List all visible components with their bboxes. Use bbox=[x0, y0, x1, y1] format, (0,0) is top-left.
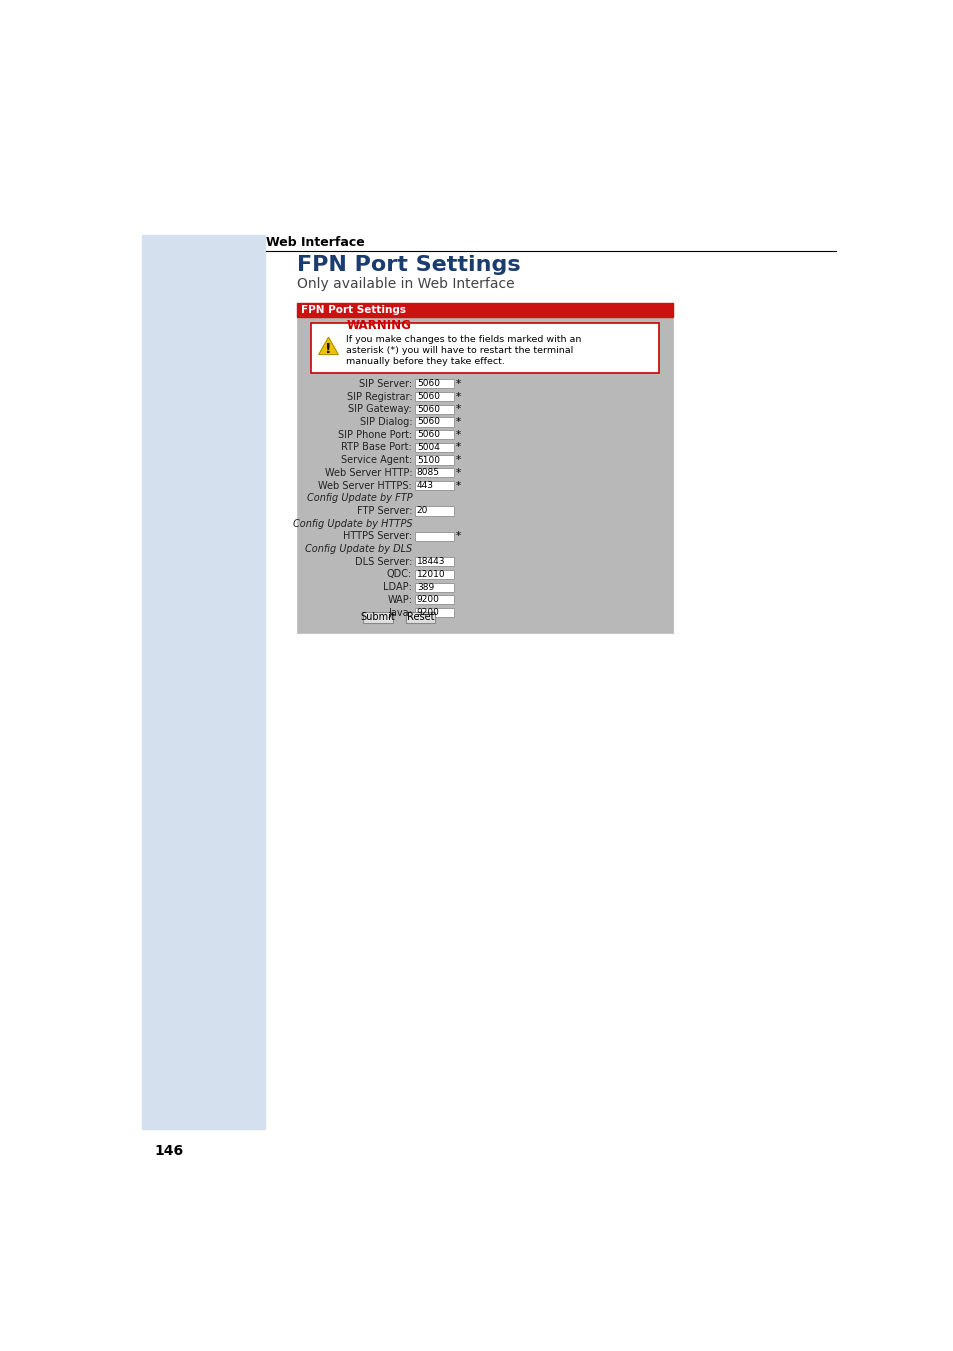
Text: 389: 389 bbox=[416, 582, 434, 592]
Text: *: * bbox=[456, 467, 460, 478]
Text: *: * bbox=[456, 430, 460, 439]
Bar bbox=[415, 557, 454, 566]
Text: Java:: Java: bbox=[388, 608, 412, 617]
Bar bbox=[415, 430, 454, 439]
Text: Config Update by HTTPS: Config Update by HTTPS bbox=[293, 519, 412, 528]
Bar bbox=[415, 405, 454, 413]
Text: If you make changes to the fields marked with an
asterisk (*) you will have to r: If you make changes to the fields marked… bbox=[346, 335, 581, 366]
Text: *: * bbox=[456, 378, 460, 389]
Text: 146: 146 bbox=[154, 1144, 183, 1158]
Text: Only available in Web Interface: Only available in Web Interface bbox=[297, 277, 515, 292]
Bar bbox=[297, 303, 673, 632]
Text: Reset: Reset bbox=[407, 612, 434, 623]
Text: 5100: 5100 bbox=[416, 455, 439, 465]
Text: *: * bbox=[456, 404, 460, 415]
Text: RTP Base Port:: RTP Base Port: bbox=[341, 442, 412, 453]
Text: Web Interface: Web Interface bbox=[266, 236, 365, 249]
Text: Web Server HTTP:: Web Server HTTP: bbox=[324, 467, 412, 478]
Bar bbox=[297, 303, 673, 317]
Bar bbox=[415, 455, 454, 465]
Text: *: * bbox=[456, 442, 460, 453]
Text: SIP Server:: SIP Server: bbox=[358, 378, 412, 389]
Text: 5060: 5060 bbox=[416, 430, 439, 439]
Text: *: * bbox=[456, 392, 460, 401]
Bar bbox=[415, 443, 454, 453]
Bar bbox=[415, 392, 454, 401]
Text: FPN Port Settings: FPN Port Settings bbox=[301, 305, 406, 315]
Text: 5060: 5060 bbox=[416, 417, 439, 427]
Bar bbox=[415, 507, 454, 516]
Text: LDAP:: LDAP: bbox=[383, 582, 412, 592]
Bar bbox=[415, 582, 454, 592]
Text: 8085: 8085 bbox=[416, 469, 439, 477]
Bar bbox=[415, 532, 454, 540]
Text: *: * bbox=[456, 417, 460, 427]
Text: Web Server HTTPS:: Web Server HTTPS: bbox=[318, 481, 412, 490]
Text: 5060: 5060 bbox=[416, 380, 439, 388]
Text: SIP Gateway:: SIP Gateway: bbox=[348, 404, 412, 415]
Text: WAP:: WAP: bbox=[387, 594, 412, 605]
Text: FPN Port Settings: FPN Port Settings bbox=[297, 254, 520, 274]
Text: DLS Server:: DLS Server: bbox=[355, 557, 412, 567]
Text: 443: 443 bbox=[416, 481, 434, 490]
Bar bbox=[415, 417, 454, 427]
Text: Service Agent:: Service Agent: bbox=[340, 455, 412, 465]
Text: HTTPS Server:: HTTPS Server: bbox=[342, 531, 412, 542]
Text: SIP Phone Port:: SIP Phone Port: bbox=[337, 430, 412, 439]
Text: *: * bbox=[456, 531, 460, 542]
Polygon shape bbox=[318, 338, 338, 354]
Bar bbox=[406, 612, 435, 623]
Text: 20: 20 bbox=[416, 507, 428, 516]
Bar bbox=[415, 380, 454, 389]
Bar bbox=[415, 596, 454, 604]
Text: 12010: 12010 bbox=[416, 570, 445, 580]
Bar bbox=[415, 608, 454, 617]
Text: SIP Registrar:: SIP Registrar: bbox=[346, 392, 412, 401]
Bar bbox=[415, 481, 454, 490]
Text: Config Update by FTP: Config Update by FTP bbox=[306, 493, 412, 503]
Text: WARNING: WARNING bbox=[346, 319, 411, 332]
Bar bbox=[415, 469, 454, 477]
Text: *: * bbox=[456, 481, 460, 490]
Bar bbox=[311, 323, 659, 373]
Bar bbox=[142, 235, 265, 1129]
Text: !: ! bbox=[325, 342, 332, 355]
Text: 5060: 5060 bbox=[416, 405, 439, 413]
Text: 9200: 9200 bbox=[416, 596, 439, 604]
Text: 18443: 18443 bbox=[416, 557, 445, 566]
Text: Config Update by DLS: Config Update by DLS bbox=[305, 544, 412, 554]
Bar bbox=[415, 570, 454, 580]
Text: 9200: 9200 bbox=[416, 608, 439, 617]
Text: FTP Server:: FTP Server: bbox=[356, 505, 412, 516]
Text: QDC:: QDC: bbox=[387, 570, 412, 580]
Text: 5060: 5060 bbox=[416, 392, 439, 401]
Text: Submit: Submit bbox=[360, 612, 395, 623]
Text: SIP Dialog:: SIP Dialog: bbox=[359, 417, 412, 427]
Bar bbox=[363, 612, 393, 623]
Text: 5004: 5004 bbox=[416, 443, 439, 451]
Text: *: * bbox=[456, 455, 460, 465]
